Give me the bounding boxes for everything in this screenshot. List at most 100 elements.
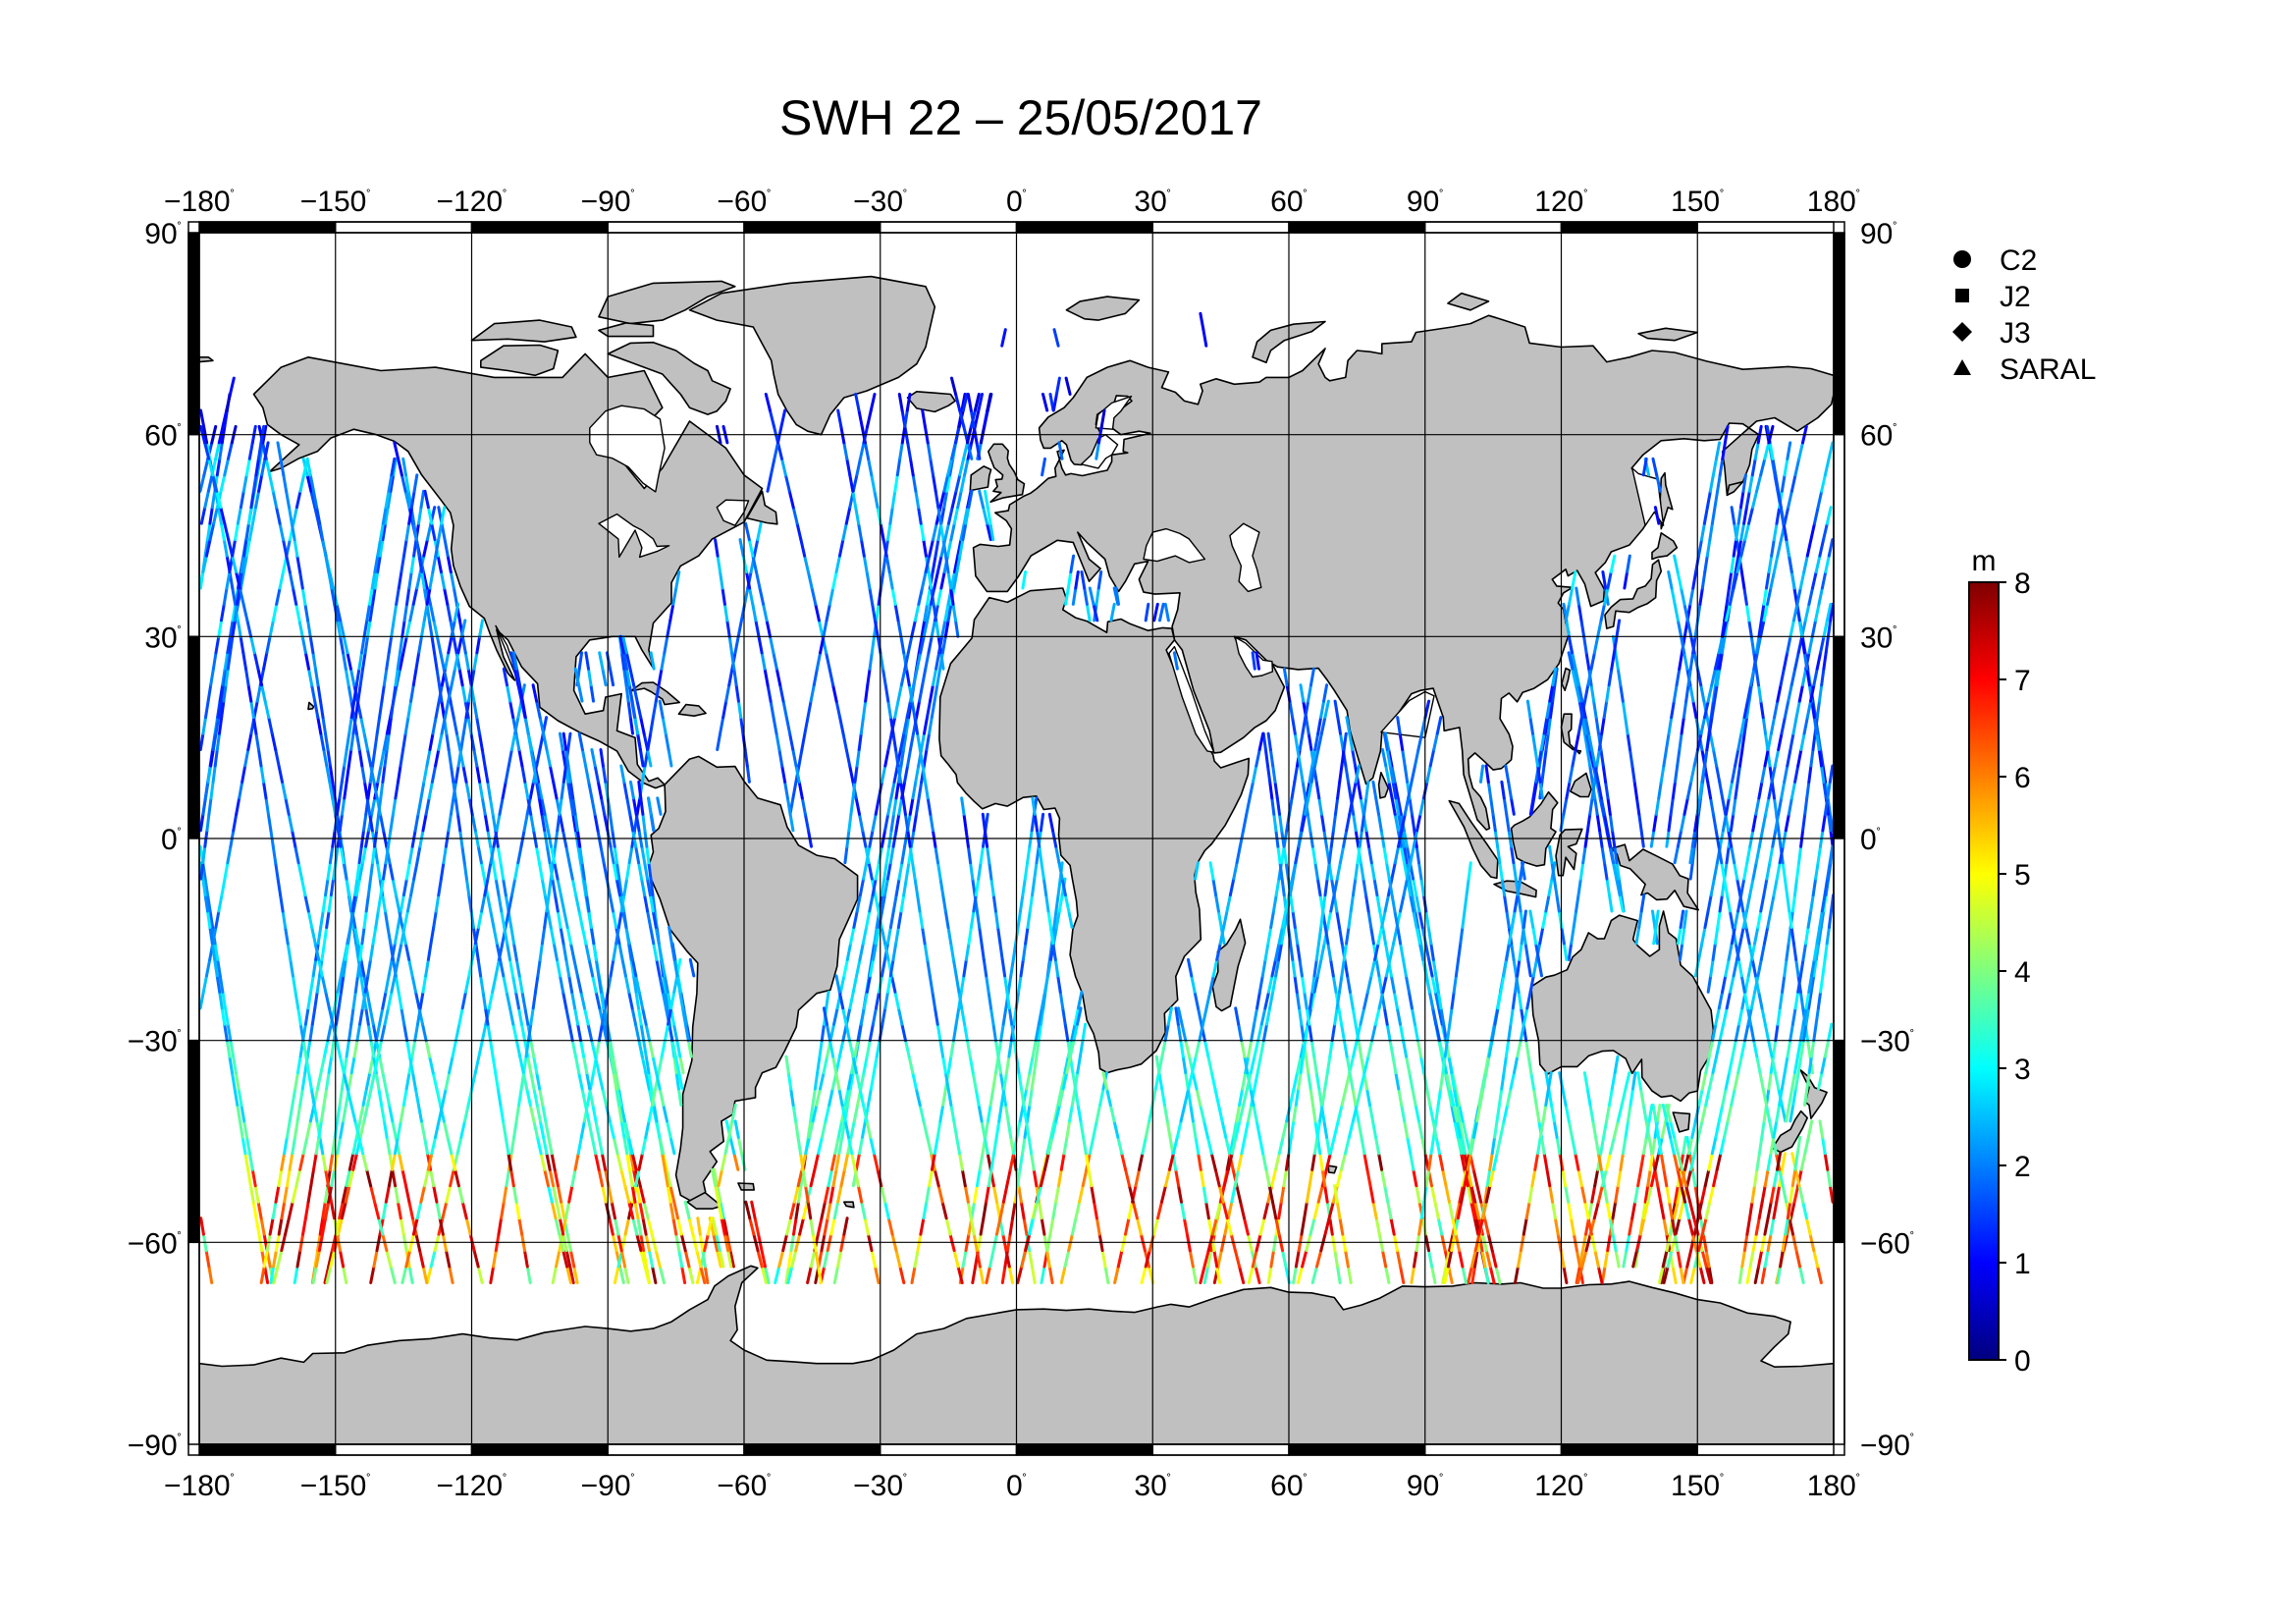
track-segment bbox=[1409, 844, 1415, 865]
track-segment bbox=[1417, 909, 1424, 929]
track-segment bbox=[1226, 1152, 1234, 1171]
track-segment bbox=[873, 619, 880, 638]
track-segment bbox=[280, 1152, 287, 1171]
track-segment bbox=[651, 1265, 658, 1284]
track-segment bbox=[1253, 1071, 1259, 1091]
track-segment bbox=[529, 1039, 536, 1058]
track-segment bbox=[1441, 1167, 1448, 1188]
track-segment bbox=[389, 942, 395, 961]
track-segment bbox=[1824, 634, 1830, 655]
track-segment bbox=[814, 1249, 821, 1269]
track-segment bbox=[725, 619, 731, 638]
track-segment bbox=[874, 796, 881, 816]
track-segment bbox=[363, 780, 369, 800]
track-segment bbox=[1040, 1006, 1045, 1026]
track-segment bbox=[541, 1104, 548, 1123]
track-segment bbox=[934, 489, 940, 510]
track-segment bbox=[639, 1022, 646, 1043]
track-segment bbox=[1335, 990, 1341, 1010]
track-segment bbox=[480, 1022, 488, 1043]
track-segment bbox=[902, 731, 908, 751]
track-segment bbox=[868, 1022, 875, 1043]
track-segment bbox=[950, 376, 958, 396]
track-segment bbox=[993, 1039, 1000, 1058]
track-segment bbox=[463, 651, 470, 671]
track-segment bbox=[1323, 926, 1330, 946]
track-segment bbox=[222, 586, 229, 606]
track-segment bbox=[637, 1006, 643, 1026]
track-segment bbox=[1431, 1006, 1438, 1026]
track-segment bbox=[1744, 489, 1751, 510]
track-segment bbox=[462, 861, 468, 881]
track-segment bbox=[1274, 942, 1281, 961]
track-segment bbox=[624, 683, 630, 703]
track-segment bbox=[1425, 764, 1432, 784]
track-segment bbox=[1626, 731, 1631, 751]
track-segment bbox=[1712, 1167, 1719, 1188]
track-segment bbox=[706, 1217, 714, 1236]
track-segment bbox=[1351, 1104, 1359, 1123]
track-segment bbox=[552, 942, 559, 961]
track-segment bbox=[942, 489, 949, 510]
track-segment bbox=[489, 1265, 496, 1284]
track-segment bbox=[306, 909, 314, 929]
track-segment bbox=[1747, 942, 1754, 961]
track-segment bbox=[1605, 1152, 1612, 1171]
track-segment bbox=[1294, 1249, 1301, 1269]
track-segment bbox=[1288, 699, 1295, 720]
track-segment bbox=[627, 1135, 634, 1156]
track-segment bbox=[507, 748, 513, 768]
track-segment bbox=[301, 1135, 309, 1156]
track-segment bbox=[1423, 699, 1431, 720]
track-segment bbox=[919, 634, 926, 655]
track-segment bbox=[1314, 942, 1320, 961]
track-segment bbox=[1338, 974, 1344, 994]
track-segment bbox=[815, 651, 823, 671]
track-segment bbox=[1720, 861, 1727, 881]
track-segment bbox=[1030, 1265, 1037, 1284]
track-segment bbox=[1732, 957, 1738, 978]
track-segment bbox=[1681, 1167, 1688, 1188]
track-segment bbox=[1814, 602, 1821, 622]
track-segment bbox=[967, 489, 974, 510]
track-segment bbox=[1300, 1022, 1306, 1043]
track-segment bbox=[1536, 764, 1542, 784]
track-segment bbox=[219, 506, 227, 525]
track-segment bbox=[896, 683, 903, 703]
track-segment bbox=[511, 974, 517, 994]
track-segment bbox=[1665, 1184, 1672, 1204]
track-segment bbox=[1151, 1217, 1159, 1236]
track-segment bbox=[1429, 1135, 1435, 1156]
track-segment bbox=[564, 1006, 571, 1026]
track-segment bbox=[1299, 1055, 1305, 1075]
track-segment bbox=[1006, 974, 1013, 994]
track-segment bbox=[1713, 489, 1720, 510]
track-segment bbox=[857, 521, 863, 542]
track-segment bbox=[831, 683, 838, 703]
track-segment bbox=[1495, 1135, 1503, 1156]
track-segment bbox=[1510, 796, 1516, 816]
track-segment bbox=[1004, 1249, 1011, 1269]
track-segment bbox=[1493, 1006, 1500, 1026]
track-segment bbox=[1447, 1055, 1454, 1075]
track-segment bbox=[387, 990, 394, 1010]
track-segment bbox=[1472, 1119, 1479, 1139]
bay-of-bengal-strip bbox=[1380, 690, 1435, 738]
track-segment bbox=[1308, 764, 1314, 784]
track-segment bbox=[1356, 844, 1362, 865]
track-segment bbox=[1703, 554, 1709, 573]
track-segment bbox=[587, 780, 594, 800]
track-segment bbox=[417, 634, 423, 655]
track-segment bbox=[828, 1039, 835, 1058]
track-segment bbox=[989, 1152, 996, 1171]
track-segment bbox=[1381, 1249, 1388, 1269]
track-segment bbox=[1596, 780, 1603, 800]
track bbox=[257, 424, 429, 1284]
track-segment bbox=[1788, 1087, 1794, 1107]
track-segment bbox=[863, 1217, 870, 1236]
track bbox=[401, 457, 532, 1284]
track-segment bbox=[1247, 1265, 1255, 1284]
track-segment bbox=[1606, 570, 1613, 590]
track-segment bbox=[294, 1071, 299, 1091]
track-segment bbox=[421, 974, 428, 994]
